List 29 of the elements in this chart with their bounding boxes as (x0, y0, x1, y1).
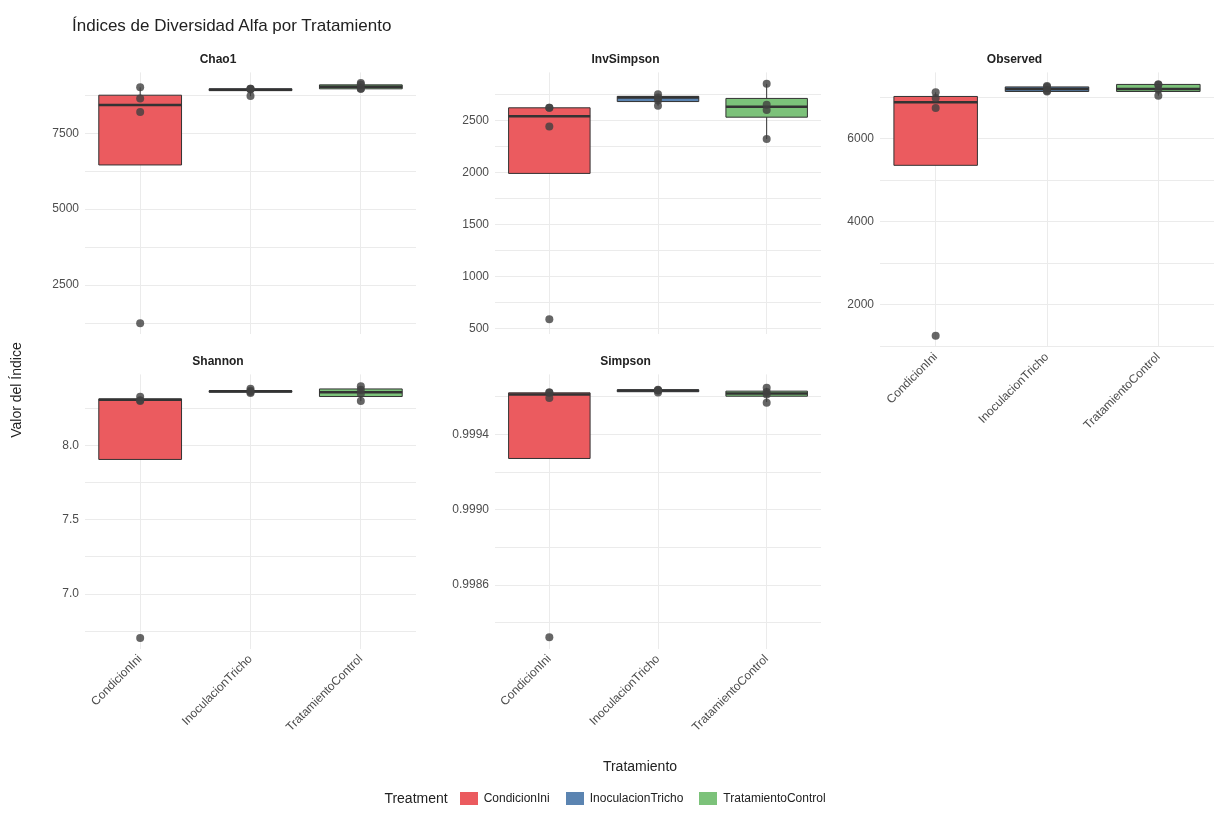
y-tick-label: 0.9994 (452, 426, 490, 441)
y-tick-label: 1000 (462, 268, 490, 283)
chart-title: Chao1 (199, 51, 237, 66)
y-tick-label: 7.5 (62, 512, 80, 527)
chart-title: Simpson (600, 353, 651, 368)
y-tick-label: 2000 (847, 297, 875, 311)
y-tick-label: 2500 (462, 112, 490, 127)
y-tick-label: 1500 (462, 216, 490, 231)
x-axis-title: Tratamiento (602, 758, 678, 774)
chart-title: Observed (986, 51, 1043, 66)
y-tick-label: 0.9990 (452, 502, 490, 517)
legend-label: TratamientoControl (723, 791, 826, 805)
y-tick-label: 500 (468, 320, 490, 335)
y-tick-label: 7500 (52, 125, 80, 140)
text: Índices de Diversidad Alfa por Tratamiento (72, 16, 392, 36)
legend-title: Treatment (384, 790, 448, 806)
y-tick-label: 0.9986 (452, 577, 490, 592)
y-tick-label: 5000 (52, 201, 80, 216)
y-tick-label: 7.0 (62, 586, 80, 601)
y-tick-label: 6000 (847, 131, 875, 146)
legend-label: CondicionIni (483, 791, 550, 805)
y-axis-title: Valor del Índice (8, 342, 24, 438)
y-tick-label: 4000 (847, 214, 875, 229)
legend-label: InoculacionTricho (589, 791, 684, 805)
chart-title: Shannon (192, 353, 244, 368)
y-tick-label: 2000 (462, 164, 490, 179)
y-tick-label: 8.0 (62, 437, 80, 452)
y-tick-label: 2500 (52, 277, 80, 292)
chart-title: InvSimpson (591, 51, 660, 66)
